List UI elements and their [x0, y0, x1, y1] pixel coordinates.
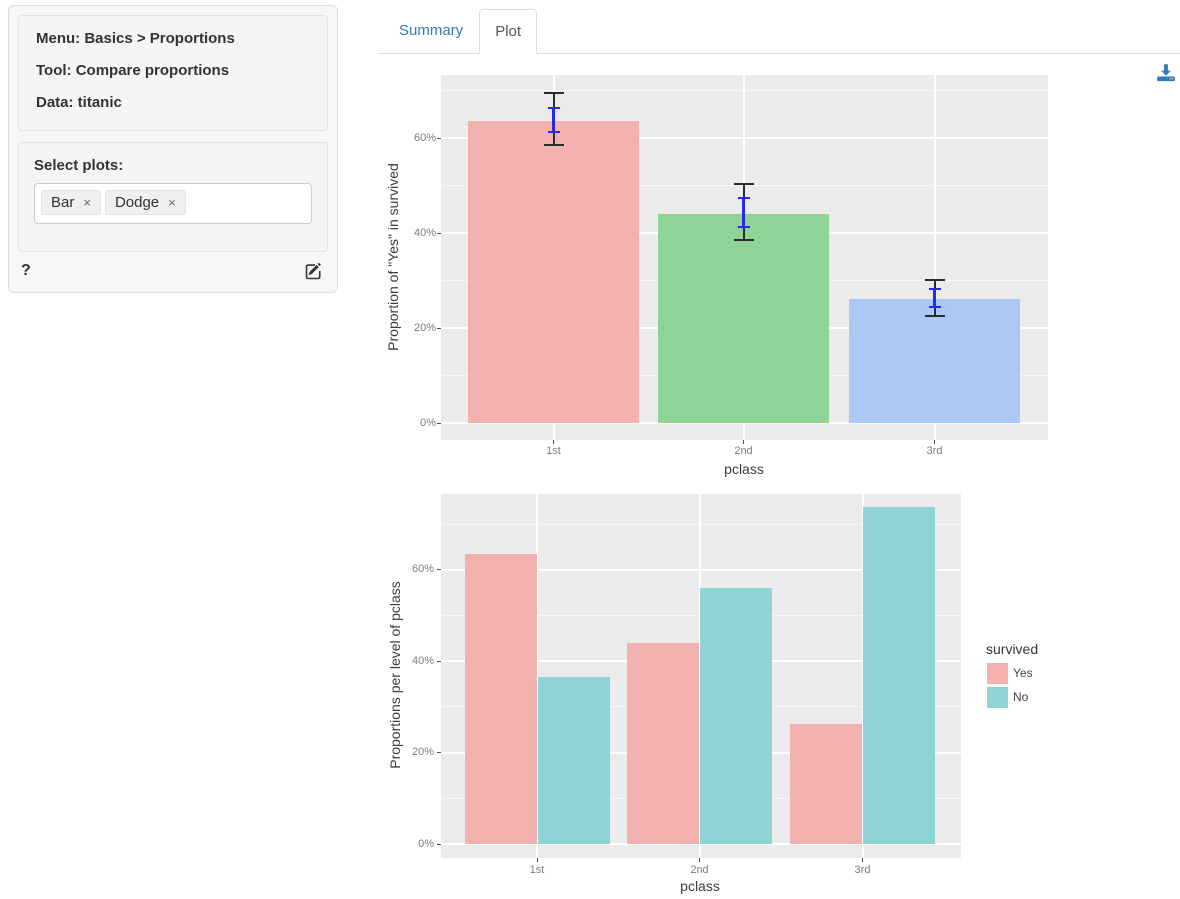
plots-multiselect[interactable]: Bar × Dodge × — [34, 183, 312, 224]
plot-tag-dodge[interactable]: Dodge × — [104, 190, 186, 215]
tool-info-panel: Menu: Basics > Proportions Tool: Compare… — [18, 15, 328, 131]
x-tick-mark — [699, 858, 700, 862]
error-bar-inner — [552, 107, 555, 133]
bar-1st — [468, 121, 639, 423]
bar-3rd — [849, 298, 1020, 423]
select-plots-panel: Select plots: Bar × Dodge × — [18, 142, 328, 252]
x-tick-mark — [536, 858, 538, 862]
remove-x-icon[interactable]: × — [168, 195, 176, 210]
error-bar-outer-cap — [543, 144, 564, 147]
x-tick-label: 2nd — [690, 864, 709, 876]
y-tick-mark — [437, 569, 441, 571]
tab-plot[interactable]: Plot — [479, 9, 538, 54]
menu-path: Menu: Basics > Proportions — [36, 30, 235, 47]
edit-icon[interactable] — [304, 260, 325, 281]
y-tick-mark — [437, 232, 441, 234]
tab-summary[interactable]: Summary — [399, 22, 464, 39]
y-tick-label: 0% — [420, 416, 436, 429]
bar-2nd — [658, 214, 829, 423]
y-tick-label: 0% — [418, 837, 434, 850]
error-bar-outer-cap — [733, 239, 754, 242]
error-bar-inner-cap — [547, 130, 560, 133]
y-axis-title: Proportion of "Yes" in survived — [385, 163, 401, 351]
sidebar-footer: ? — [18, 252, 328, 281]
legend-swatch-yes — [987, 663, 1008, 684]
plot-tag-bar[interactable]: Bar × — [41, 190, 101, 215]
error-bar-outer-cap — [924, 315, 945, 318]
bar-3rd-no — [863, 506, 935, 844]
sidebar: Menu: Basics > Proportions Tool: Compare… — [8, 5, 338, 293]
legend-label-no: No — [1013, 690, 1029, 704]
gridline-major — [441, 422, 1048, 424]
x-tick-mark — [553, 440, 554, 444]
bar-2nd-yes — [627, 642, 699, 844]
y-tick-mark — [437, 137, 441, 139]
y-tick-label: 40% — [413, 226, 436, 239]
x-tick-label: 1st — [546, 445, 561, 457]
y-tick-mark — [437, 422, 441, 424]
error-bar-outer-cap — [924, 279, 945, 282]
gridline-major — [441, 137, 1048, 139]
bar-1st-no — [537, 677, 610, 844]
gridline-major — [861, 494, 864, 858]
y-tick-mark — [437, 660, 441, 662]
x-axis-title: pclass — [680, 878, 720, 894]
y-tick-label: 20% — [413, 321, 436, 334]
error-bar-inner-cap — [547, 107, 560, 110]
tab-bar: Summary Plot — [378, 9, 1180, 54]
gridline-major — [441, 843, 961, 845]
x-tick-mark — [934, 440, 935, 444]
error-bar-inner — [742, 196, 745, 228]
y-tick-mark — [437, 843, 441, 845]
dataset-name: Data: titanic — [36, 94, 122, 111]
x-tick-label: 3rd — [854, 864, 871, 876]
legend-swatch-no — [987, 687, 1008, 708]
select-plots-label: Select plots: — [34, 157, 124, 174]
y-tick-label: 60% — [411, 563, 434, 576]
error-bar-outer-cap — [543, 91, 564, 94]
gridline-major — [698, 494, 701, 858]
bar-1st-yes — [464, 553, 537, 844]
help-icon[interactable]: ? — [21, 261, 31, 279]
error-bar-inner-cap — [737, 225, 750, 228]
plot-tag-label: Dodge — [114, 194, 160, 211]
gridline-minor — [441, 90, 1048, 91]
error-bar-inner-cap — [737, 196, 750, 199]
x-tick-mark — [862, 858, 863, 862]
x-tick-label: 2nd — [734, 445, 753, 457]
download-icon[interactable] — [1155, 62, 1177, 84]
error-bar-inner-cap — [928, 306, 941, 309]
y-tick-mark — [437, 327, 441, 329]
y-tick-mark — [437, 752, 441, 754]
bar-2nd-no — [700, 588, 772, 844]
x-tick-label: 1st — [529, 864, 545, 876]
gridline-major — [933, 75, 936, 440]
x-tick-mark — [743, 440, 744, 444]
error-bar-inner-cap — [928, 288, 941, 291]
error-bar-inner — [933, 288, 936, 309]
plot-tag-label: Bar — [51, 194, 75, 211]
gridline-major — [536, 494, 538, 858]
remove-x-icon[interactable]: × — [83, 195, 91, 210]
x-tick-label: 3rd — [926, 445, 943, 457]
tool-name: Tool: Compare proportions — [36, 62, 230, 79]
y-tick-label: 20% — [411, 746, 434, 759]
legend-label-yes: Yes — [1013, 666, 1033, 680]
y-tick-label: 40% — [411, 654, 434, 667]
gridline-major — [441, 568, 961, 571]
legend-title: survived — [986, 641, 1039, 657]
y-axis-title: Proportions per level of pclass — [387, 581, 403, 769]
bar-3rd-yes — [790, 724, 862, 844]
gridline-minor — [441, 185, 1048, 186]
error-bar-outer-cap — [733, 183, 754, 186]
x-axis-title: pclass — [724, 461, 764, 477]
y-tick-label: 60% — [413, 131, 436, 144]
gridline-minor — [441, 523, 961, 525]
